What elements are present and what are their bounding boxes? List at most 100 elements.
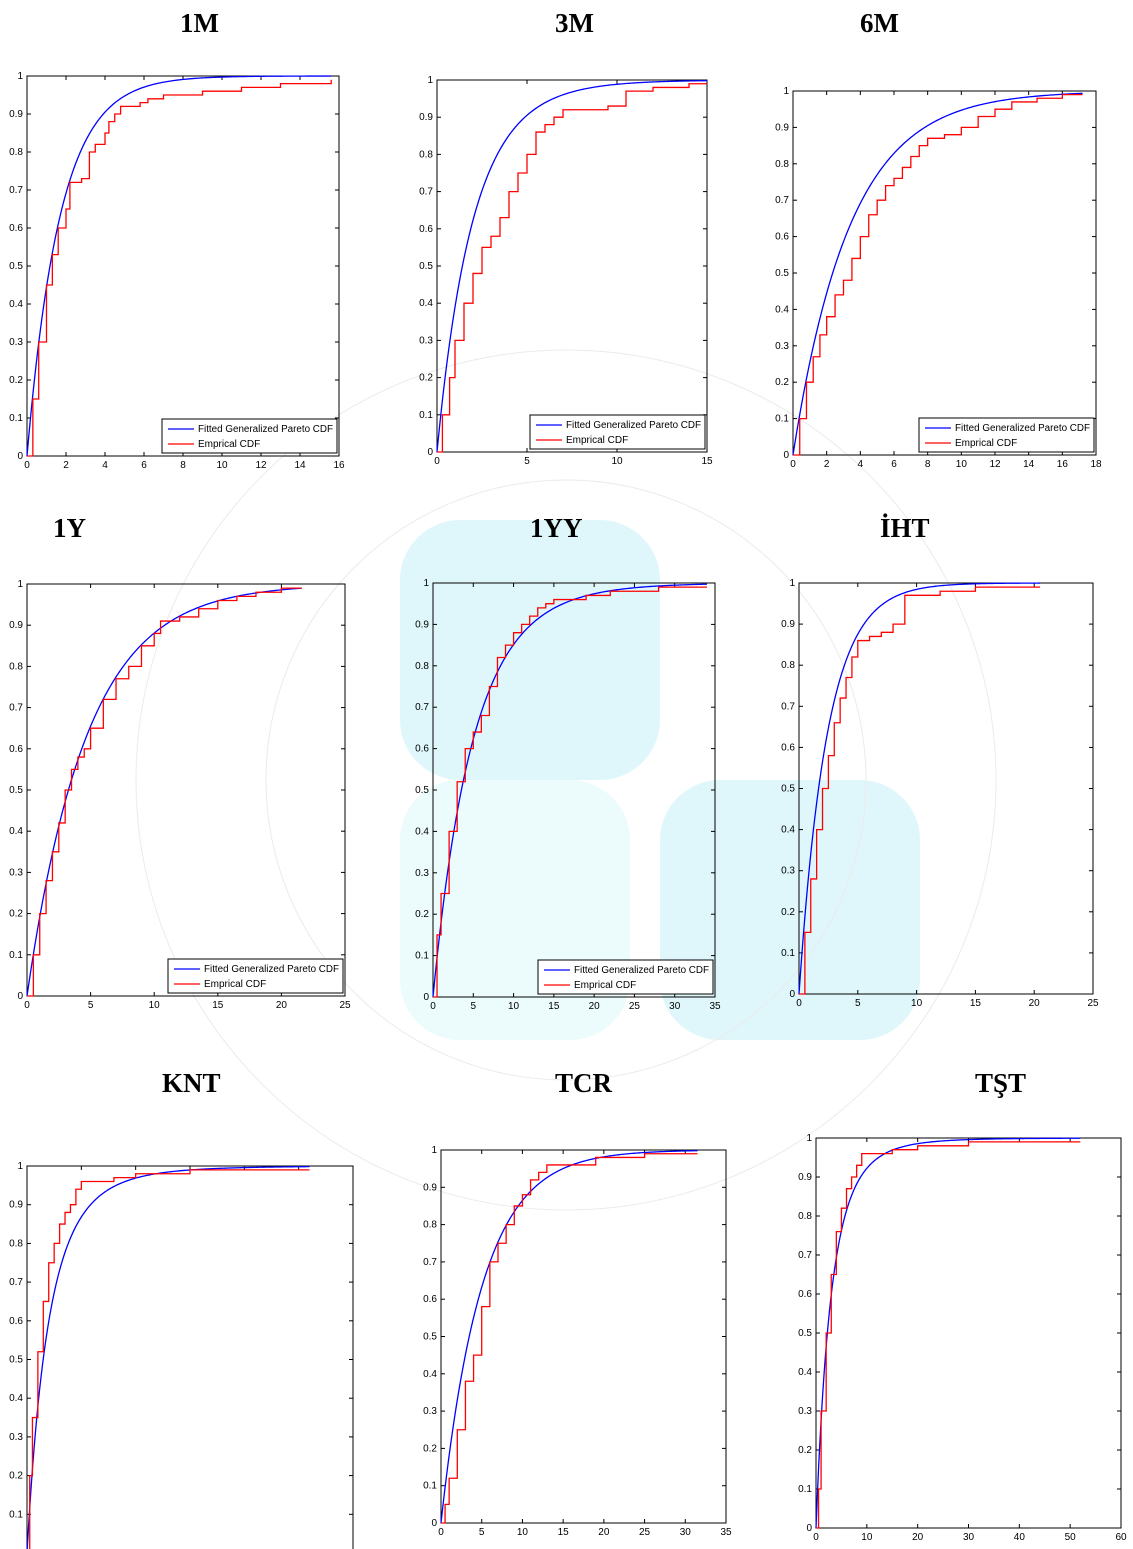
y-tick-label: 0.2 — [798, 1445, 812, 1456]
y-tick-label: 0.2 — [419, 373, 433, 384]
x-tick-label: 15 — [701, 456, 713, 467]
legend-empirical-label: Emprical CDF — [574, 980, 636, 991]
fitted-cdf-line — [436, 79, 708, 453]
x-tick-label: 10 — [611, 456, 623, 467]
x-tick-label: 10 — [149, 1000, 161, 1011]
y-tick-label: 0 — [789, 989, 795, 1000]
panel-title-tcr: TCR — [555, 1068, 613, 1098]
x-tick-label: 2 — [824, 459, 830, 470]
y-tick-label: 0.6 — [9, 223, 23, 234]
y-tick-label: 0.7 — [419, 187, 433, 198]
x-tick-label: 8 — [180, 460, 186, 471]
x-tick-label: 5 — [88, 1000, 94, 1011]
y-tick-label: 0.6 — [9, 744, 23, 755]
x-tick-label: 0 — [24, 1000, 30, 1011]
legend-empirical-label: Emprical CDF — [955, 438, 1017, 449]
y-tick-label: 0.1 — [419, 410, 433, 421]
y-tick-label: 0.9 — [775, 122, 789, 133]
x-tick-label: 30 — [669, 1001, 681, 1012]
x-tick-label: 25 — [339, 1000, 351, 1011]
x-tick-label: 14 — [1023, 459, 1035, 470]
y-tick-label: 0.8 — [423, 1220, 437, 1231]
y-tick-label: 0.9 — [9, 109, 23, 120]
y-tick-label: 0.1 — [9, 413, 23, 424]
y-tick-label: 0.4 — [9, 299, 23, 310]
panel-title-6m: 6M — [860, 8, 899, 38]
legend-box — [167, 958, 344, 994]
y-tick-label: 0.5 — [423, 1332, 437, 1343]
x-tick-label: 14 — [294, 460, 306, 471]
panel-title-knt: KNT — [162, 1068, 221, 1098]
panel-title-1yy: 1YY — [530, 513, 583, 543]
x-tick-label: 5 — [479, 1527, 485, 1538]
y-tick-label: 0.7 — [781, 701, 795, 712]
fitted-cdf-line — [26, 75, 332, 457]
y-tick-label: 0.6 — [415, 744, 429, 755]
x-tick-label: 0 — [434, 456, 440, 467]
y-tick-label: 0.1 — [798, 1484, 812, 1495]
x-tick-label: 0 — [813, 1532, 819, 1543]
y-tick-label: 0.3 — [415, 868, 429, 879]
y-tick-label: 1 — [783, 86, 789, 97]
panel-title-iht: İHT — [880, 513, 930, 543]
x-tick-label: 0 — [796, 998, 802, 1009]
empirical-cdf-line — [799, 586, 1041, 995]
x-tick-label: 25 — [629, 1001, 641, 1012]
x-tick-label: 10 — [517, 1527, 529, 1538]
y-tick-label: 0.3 — [775, 341, 789, 352]
fitted-cdf-line — [432, 583, 707, 998]
fitted-cdf-line — [26, 1165, 310, 1549]
y-tick-label: 0.6 — [423, 1294, 437, 1305]
y-tick-label: 0.5 — [419, 261, 433, 272]
x-tick-label: 10 — [911, 998, 923, 1009]
x-tick-label: 35 — [709, 1001, 721, 1012]
y-tick-label: 0.6 — [781, 742, 795, 753]
x-tick-label: 5 — [855, 998, 861, 1009]
legend-box — [161, 418, 338, 454]
y-tick-label: 1 — [17, 71, 23, 82]
x-tick-label: 18 — [1090, 459, 1102, 470]
y-tick-label: 0.3 — [781, 866, 795, 877]
y-tick-label: 0 — [427, 447, 433, 458]
y-tick-label: 0.3 — [419, 335, 433, 346]
x-tick-label: 30 — [963, 1532, 975, 1543]
y-tick-label: 0.2 — [781, 907, 795, 918]
y-tick-label: 0.5 — [415, 785, 429, 796]
y-tick-label: 0.4 — [9, 826, 23, 837]
legend-box — [537, 959, 714, 995]
x-tick-label: 12 — [989, 459, 1001, 470]
y-tick-label: 0.4 — [415, 826, 429, 837]
x-tick-label: 15 — [548, 1001, 560, 1012]
x-tick-label: 5 — [471, 1001, 477, 1012]
legend-fitted-label: Fitted Generalized Pareto CDF — [204, 964, 339, 975]
y-tick-label: 0.7 — [9, 185, 23, 196]
y-tick-label: 0.7 — [775, 195, 789, 206]
x-tick-label: 50 — [1065, 1532, 1077, 1543]
y-tick-label: 1 — [789, 578, 795, 589]
x-tick-label: 35 — [720, 1527, 732, 1538]
y-tick-label: 0.8 — [9, 1238, 23, 1249]
empirical-cdf-line — [29, 1169, 310, 1549]
y-tick-label: 0.7 — [9, 703, 23, 714]
y-tick-label: 0.9 — [9, 1200, 23, 1211]
empirical-cdf-line — [441, 1153, 698, 1524]
x-tick-label: 10 — [861, 1532, 873, 1543]
x-tick-label: 25 — [639, 1527, 651, 1538]
legend-empirical-label: Emprical CDF — [204, 979, 266, 990]
y-tick-label: 0.9 — [415, 619, 429, 630]
y-tick-label: 0.5 — [9, 1355, 23, 1366]
x-tick-label: 8 — [925, 459, 931, 470]
y-tick-label: 1 — [427, 75, 433, 86]
legend-fitted-label: Fitted Generalized Pareto CDF — [198, 424, 333, 435]
x-tick-label: 16 — [333, 460, 345, 471]
legend-empirical-label: Emprical CDF — [566, 435, 628, 446]
x-tick-label: 10 — [956, 459, 968, 470]
x-tick-label: 60 — [1115, 1532, 1127, 1543]
y-tick-label: 0 — [431, 1518, 437, 1529]
y-tick-label: 0.3 — [798, 1406, 812, 1417]
panel-title-1m: 1M — [180, 8, 219, 38]
y-tick-label: 0.1 — [9, 1509, 23, 1520]
x-tick-label: 25 — [1087, 998, 1099, 1009]
